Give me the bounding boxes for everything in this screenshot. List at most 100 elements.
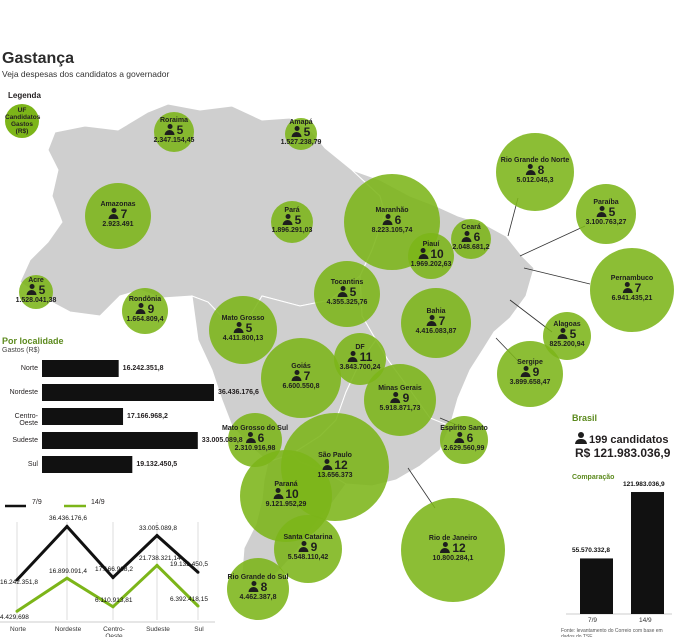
state-name: Rio Grande do Norte — [500, 157, 570, 164]
region-bar-category: Sudeste — [12, 437, 38, 444]
region-bar — [42, 360, 119, 377]
spending-value: 2.048.681,2 — [452, 243, 490, 251]
spending-value: 5.548.110,42 — [287, 553, 329, 561]
spending-value: 3.899.658,47 — [509, 378, 551, 386]
state-name: Roraima — [159, 117, 188, 124]
state-name: Rio Grande do Sul — [227, 574, 289, 581]
spending-value: 10.800.284,1 — [432, 554, 474, 562]
bubble-label: Alagoas 5 825.200,94 — [549, 321, 584, 348]
legend-bubble — [5, 104, 39, 138]
line-data-label: 21.738.321,14 — [139, 555, 181, 563]
spending-value: 1.896.291,03 — [271, 226, 313, 234]
region-line-chart — [0, 504, 215, 623]
line-data-label: 16.242.351,8 — [0, 578, 38, 586]
bubble-rio-de-janeiro — [401, 498, 505, 602]
bubble-label: Sergipe 9 3.899.658,47 — [510, 359, 551, 386]
candidate-count: 5 — [549, 328, 584, 341]
comparison-bar — [631, 492, 664, 614]
region-bar-value: 16.242.351,8 — [122, 365, 164, 372]
series-point — [111, 605, 115, 609]
line-x-tick: Norte — [10, 626, 26, 633]
line-data-label: 17.166.968,2 — [95, 566, 133, 574]
bubble-label: Acre 5 1.528.041,38 — [16, 277, 57, 304]
state-name: Ceará — [461, 224, 481, 231]
candidate-count: 6 — [440, 432, 487, 445]
bubble-label: Paraíba 5 3.100.763,27 — [586, 199, 627, 226]
brasil-candidates: 199 candidatos — [575, 432, 668, 446]
person-icon — [382, 214, 393, 226]
state-name: Santa Catarina — [283, 534, 333, 541]
region-bar-value: 36.436.176,6 — [218, 389, 259, 396]
candidate-count: 5 — [586, 206, 627, 219]
page-subtitle: Veja despesas dos candidatos a governado… — [2, 69, 170, 79]
person-icon — [282, 214, 293, 226]
state-name: São Paulo — [318, 452, 352, 459]
region-bar — [42, 384, 214, 401]
comparison-bar-category: 7/9 — [588, 617, 598, 624]
region-chart-subtitle: Gastos (R$) — [2, 347, 40, 354]
region-bar-category: Norte — [20, 365, 38, 372]
bubble-label: DF 11 3.843.700,24 — [340, 344, 381, 371]
person-icon — [418, 248, 429, 260]
region-chart-title: Por localidade — [2, 336, 64, 346]
spending-value: 2.923.491 — [102, 220, 134, 228]
candidate-count: 12 — [317, 459, 352, 472]
state-name: Paraíba — [593, 199, 619, 206]
spending-value: 2.347.154,45 — [153, 136, 195, 144]
candidate-count: 9 — [378, 392, 422, 405]
line-data-label: 33.005.089,8 — [139, 524, 177, 532]
person-icon — [298, 541, 309, 553]
bubble-label: Rondônia 9 1.664.809,4 — [127, 296, 164, 323]
series-point — [111, 575, 115, 579]
candidate-count: 5 — [281, 126, 322, 139]
person-icon — [26, 284, 37, 296]
person-icon — [245, 432, 256, 444]
state-name: Mato Grosso — [221, 315, 265, 322]
person-icon — [426, 315, 437, 327]
brasil-total: R$ 121.983.036,9 — [575, 446, 671, 460]
state-name: Mato Grosso do Sul — [221, 425, 289, 432]
candidate-count: 9 — [127, 303, 164, 316]
region-bar-category: Sul — [27, 461, 38, 468]
region-bar-value: 19.132.450,5 — [136, 461, 178, 468]
line-x-tick: Centro-Oeste — [103, 626, 125, 637]
bubble-label: Maranhão 6 8.223.105,74 — [372, 207, 413, 234]
candidate-count: 6 — [222, 432, 288, 445]
person-icon — [454, 432, 465, 444]
candidate-count: 6 — [372, 214, 413, 227]
comparison-bar-category: 14/9 — [639, 617, 652, 624]
bubble-label: Espírito Santo 6 2.629.560,99 — [440, 425, 487, 452]
spending-value: 1.664.809,4 — [126, 315, 164, 323]
person-icon — [596, 206, 607, 218]
region-bar — [42, 456, 133, 473]
spending-value: 2.310.916,98 — [234, 444, 276, 452]
spending-value: 1.527.238,79 — [280, 138, 322, 146]
person-icon — [520, 366, 531, 378]
series-point — [15, 578, 19, 582]
line-x-tick: Nordeste — [54, 626, 82, 633]
bubble-df — [334, 333, 386, 385]
state-name: Bahia — [426, 308, 446, 315]
bubble-label: Amapá 5 1.527.238,79 — [281, 119, 322, 146]
bubble-label: Mato Grosso 5 4.411.800,13 — [222, 315, 265, 342]
candidate-count: 10 — [411, 248, 452, 261]
candidate-count: 5 — [272, 214, 313, 227]
candidate-count: 5 — [222, 322, 265, 335]
page-title: Gastança — [2, 50, 75, 67]
bubble-label: São Paulo 12 13.656.373 — [317, 452, 352, 479]
spending-value: 6.941.435,21 — [611, 294, 653, 302]
series-point — [15, 609, 19, 613]
spending-value: 13.656.373 — [317, 471, 353, 479]
bubble-label: Rio Grande do Norte 8 5.012.045,3 — [501, 157, 569, 184]
bubble-label: Santa Catarina 9 5.548.110,42 — [283, 534, 332, 561]
bubble-label: Amazonas 7 2.923.491 — [100, 201, 135, 228]
comparison-title: Comparação — [572, 474, 615, 481]
person-icon — [461, 231, 472, 243]
state-name: Rio de Janeiro — [428, 535, 478, 542]
legend-title: Legenda — [8, 91, 41, 100]
person-icon — [291, 370, 302, 382]
state-name: Amapá — [289, 119, 313, 126]
person-icon — [440, 542, 451, 554]
bubble-label: Pará 5 1.896.291,03 — [272, 207, 313, 234]
line-legend-7-9: 7/9 — [32, 499, 42, 506]
